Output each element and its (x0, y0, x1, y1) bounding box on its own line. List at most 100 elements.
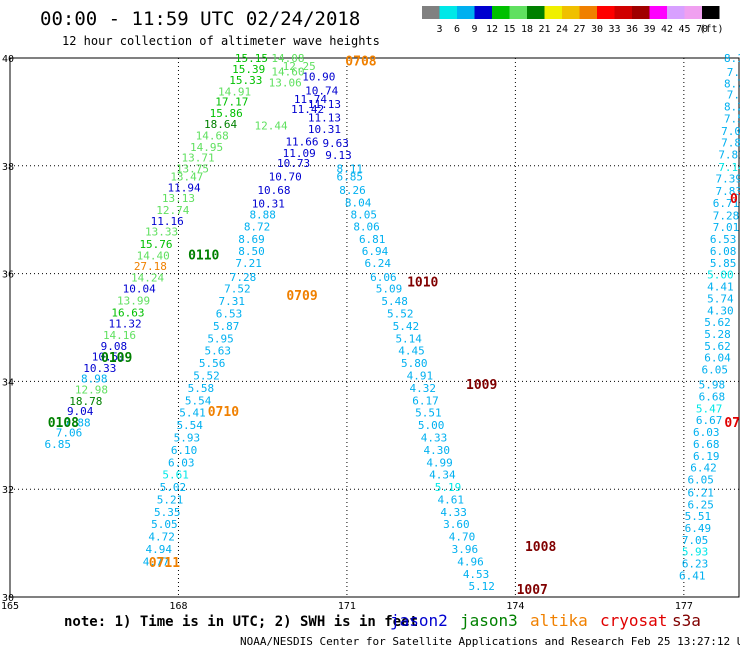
scale-label: 70 (696, 24, 708, 35)
swh-value: 5.74 (707, 292, 734, 305)
swh-value: 13.13 (162, 192, 195, 205)
swh-value: 6.08 (710, 245, 737, 258)
swh-value: 7.87 (721, 137, 740, 150)
swh-value: 14.68 (196, 130, 229, 143)
swh-value: 6.04 (704, 352, 731, 365)
y-tick-label: 30 (2, 593, 14, 604)
y-tick-label: 32 (2, 485, 14, 496)
swh-value: 15.39 (232, 63, 265, 76)
swh-value: 7.28 (230, 271, 257, 284)
swh-value: 14.91 (218, 85, 251, 98)
scale-swatch (614, 6, 632, 19)
swh-value: 14.95 (190, 141, 223, 154)
pass-label: 0709 (286, 289, 317, 304)
swh-value: 4.99 (426, 456, 453, 469)
scale-swatch (439, 6, 457, 19)
y-tick-label: 34 (2, 377, 14, 388)
swh-value: 10.33 (83, 362, 116, 375)
swh-value: 13.33 (145, 226, 178, 239)
plot-grid (9, 57, 740, 598)
swh-value: 11.32 (109, 318, 142, 331)
swh-value: 5.52 (387, 307, 414, 320)
scale-label: 39 (643, 24, 655, 35)
scale-label: 36 (626, 24, 638, 35)
swh-value: 10.51 (92, 351, 125, 364)
swh-value: 6.21 (687, 486, 714, 499)
scale-swatch (579, 6, 597, 19)
swh-value: 6.19 (693, 450, 720, 463)
swh-value: 5.87 (213, 320, 240, 333)
swh-value: 5.62 (704, 340, 731, 353)
swh-value: 13.47 (170, 171, 203, 184)
swh-value: 11.42 (291, 103, 324, 116)
swh-value: 5.19 (435, 481, 462, 494)
scale-swatch (632, 6, 650, 19)
x-tick-label: 174 (506, 601, 524, 612)
swh-value: 5.52 (193, 369, 220, 382)
color-scale: 3 6 9 12 15 18 21 24 27 30 33 36 39 42 45 70(ft) (422, 6, 724, 35)
scale-label: 6 (454, 24, 460, 35)
swh-value: 12.98 (75, 383, 108, 396)
scale-swatch (649, 6, 667, 19)
swh-value: 6.85 (336, 171, 363, 184)
swh-value: 13.75 (176, 162, 209, 175)
swh-value: 11.16 (151, 215, 184, 228)
swh-value: 4.45 (398, 345, 425, 358)
swh-value: 15.86 (210, 107, 243, 120)
swh-value: 4.70 (449, 531, 476, 544)
legend-entry: cryosat (600, 611, 667, 630)
pass-label: 0708 (345, 55, 376, 70)
swh-value: 6.10 (171, 444, 198, 457)
swh-value: 6.03 (693, 426, 720, 439)
swh-value: 7.03 (727, 89, 740, 102)
pass-label: 1008 (525, 540, 556, 555)
swh-value: 3.60 (443, 518, 470, 531)
scale-label: 12 (486, 24, 498, 35)
swh-value: 5.41 (179, 407, 206, 420)
swh-value: 7.28 (713, 209, 740, 222)
swh-value: 11.94 (168, 181, 201, 194)
swh-value: 9.08 (101, 340, 128, 353)
swh-value: 7.31 (219, 295, 246, 308)
swh-value: 5.98 (699, 379, 726, 392)
swh-value: 7.01 (713, 221, 740, 234)
swh-value: 16.63 (111, 306, 144, 319)
swh-value: 6.81 (359, 233, 386, 246)
scale-swatch (562, 6, 580, 19)
swh-value: 12.74 (156, 204, 189, 217)
swh-value: 5.42 (393, 320, 420, 333)
swh-value: 6.42 (690, 462, 717, 475)
swh-value: 10.90 (302, 70, 335, 83)
swh-value: 6.67 (696, 414, 723, 427)
swh-value: 6.68 (699, 390, 726, 403)
swh-value: 17.17 (215, 96, 248, 109)
swh-value: 7.53 (724, 112, 740, 125)
swh-value: 12.25 (283, 60, 316, 73)
scale-label: 27 (573, 24, 585, 35)
swh-value: 5.12 (468, 580, 495, 593)
swh-value: 6.17 (412, 394, 439, 407)
pass-label: 0109 (101, 351, 132, 366)
scale-label: 15 (503, 24, 515, 35)
swh-value: 8.98 (81, 373, 108, 386)
swh-value: 5.58 (188, 382, 215, 395)
swh-value: 8.88 (249, 208, 276, 221)
swh-value: 7.21 (235, 257, 262, 270)
swh-value: 8.04 (345, 196, 372, 209)
swh-value: 5.48 (381, 295, 408, 308)
swh-value: 8.06 (353, 221, 380, 234)
swh-value: 8.05 (351, 208, 378, 221)
scale-label: 18 (521, 24, 533, 35)
chart-subtitle: 12 hour collection of altimeter wave hei… (62, 34, 380, 48)
scale-label: 21 (538, 24, 550, 35)
scale-label: 33 (608, 24, 620, 35)
swh-value: 4.94 (146, 543, 173, 556)
swh-value: 14.24 (131, 271, 164, 284)
swh-value: 10.04 (123, 283, 156, 296)
swh-value: 14.60 (271, 65, 304, 78)
swh-value: 8.26 (339, 184, 366, 197)
swh-value: 13.99 (117, 295, 150, 308)
x-tick-label: 177 (675, 601, 693, 612)
swh-value: 5.51 (685, 510, 712, 523)
